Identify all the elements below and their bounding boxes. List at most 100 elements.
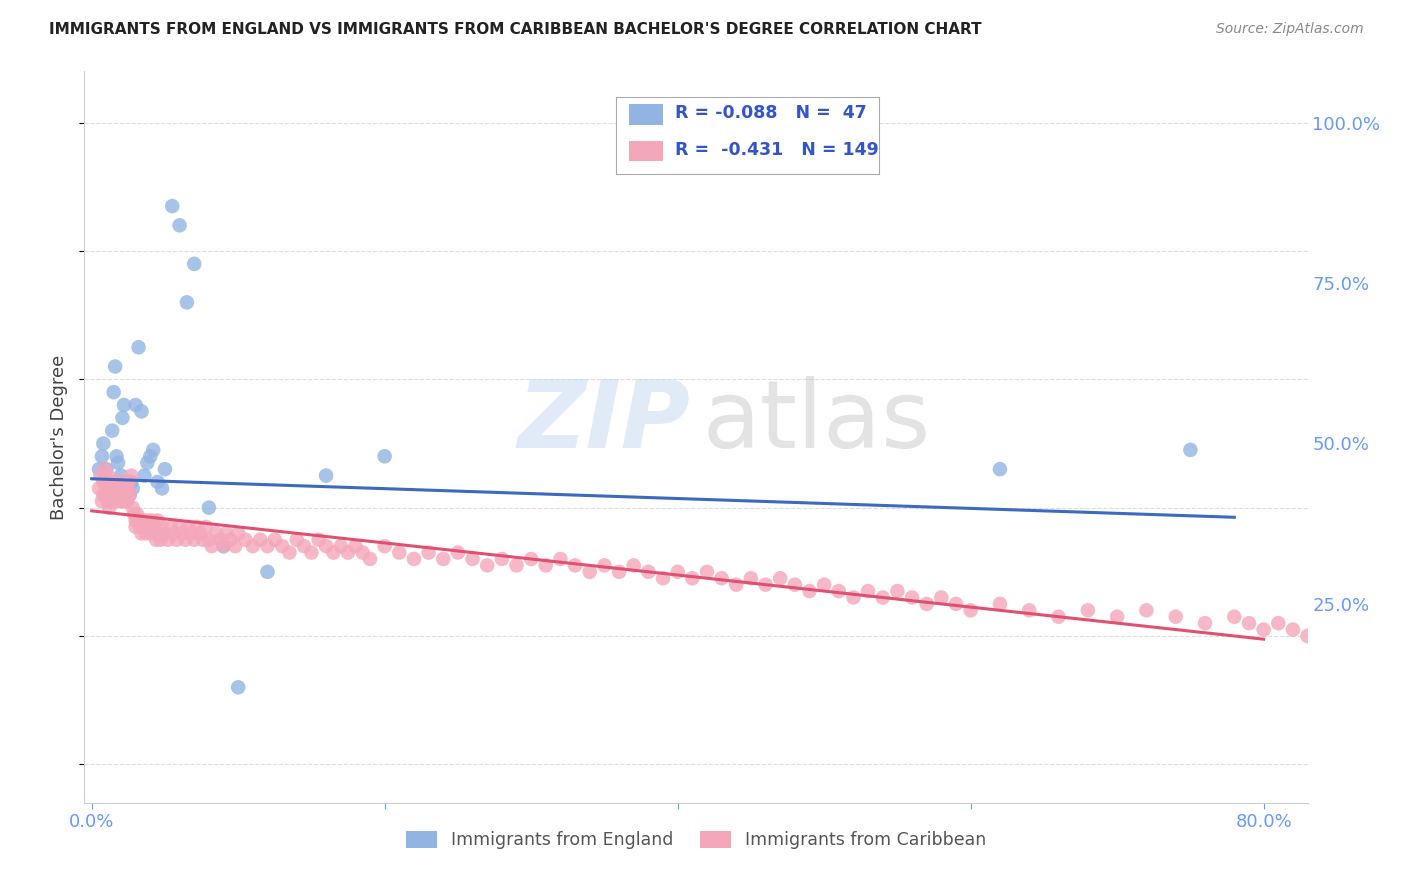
Point bbox=[550, 552, 572, 566]
Point bbox=[105, 488, 128, 502]
Point bbox=[901, 591, 924, 605]
Point bbox=[111, 488, 134, 502]
Point bbox=[931, 591, 953, 605]
Point bbox=[322, 545, 344, 559]
Point bbox=[799, 584, 821, 599]
Text: IMMIGRANTS FROM ENGLAND VS IMMIGRANTS FROM CARIBBEAN BACHELOR'S DEGREE CORRELATI: IMMIGRANTS FROM ENGLAND VS IMMIGRANTS FR… bbox=[49, 22, 981, 37]
Point bbox=[131, 404, 153, 418]
FancyBboxPatch shape bbox=[616, 97, 880, 174]
Point bbox=[103, 385, 125, 400]
Point bbox=[315, 468, 337, 483]
Point bbox=[769, 571, 792, 585]
Point bbox=[988, 597, 1011, 611]
Point bbox=[108, 482, 131, 496]
Point bbox=[107, 456, 129, 470]
Point bbox=[352, 545, 374, 559]
Point bbox=[1107, 609, 1129, 624]
Point bbox=[447, 545, 470, 559]
Point bbox=[945, 597, 967, 611]
Point bbox=[134, 520, 156, 534]
Point bbox=[828, 584, 851, 599]
Point bbox=[1296, 629, 1319, 643]
Point bbox=[180, 526, 202, 541]
Point bbox=[315, 539, 337, 553]
Point bbox=[124, 520, 146, 534]
Legend: Immigrants from England, Immigrants from Caribbean: Immigrants from England, Immigrants from… bbox=[399, 823, 993, 856]
Point bbox=[1253, 623, 1275, 637]
Point bbox=[117, 475, 139, 489]
Point bbox=[813, 577, 835, 591]
Point bbox=[107, 494, 129, 508]
Point bbox=[201, 539, 224, 553]
Point bbox=[183, 257, 205, 271]
Point bbox=[226, 681, 249, 695]
Point bbox=[1018, 603, 1040, 617]
Point bbox=[117, 475, 139, 489]
Point bbox=[754, 577, 776, 591]
Point bbox=[104, 494, 127, 508]
Point bbox=[121, 482, 143, 496]
Point bbox=[219, 533, 242, 547]
Point bbox=[1310, 623, 1333, 637]
Text: Source: ZipAtlas.com: Source: ZipAtlas.com bbox=[1216, 22, 1364, 37]
Point bbox=[1223, 609, 1246, 624]
Point bbox=[139, 450, 162, 464]
Point bbox=[212, 539, 235, 553]
Point bbox=[138, 520, 160, 534]
Point bbox=[93, 475, 115, 489]
Point bbox=[637, 565, 659, 579]
Point bbox=[988, 462, 1011, 476]
Point bbox=[114, 482, 136, 496]
Point bbox=[564, 558, 586, 573]
FancyBboxPatch shape bbox=[628, 141, 664, 161]
Point bbox=[308, 533, 330, 547]
Point bbox=[696, 565, 718, 579]
Text: R =  -0.431   N = 149: R = -0.431 N = 149 bbox=[675, 141, 879, 159]
Point bbox=[1164, 609, 1187, 624]
Point bbox=[278, 545, 301, 559]
Point bbox=[146, 514, 169, 528]
Point bbox=[124, 398, 146, 412]
Point bbox=[162, 199, 184, 213]
Point bbox=[249, 533, 271, 547]
Point bbox=[136, 514, 159, 528]
Point bbox=[97, 475, 120, 489]
Point bbox=[112, 475, 135, 489]
Point bbox=[520, 552, 543, 566]
Point bbox=[87, 462, 110, 476]
Point bbox=[491, 552, 513, 566]
Point bbox=[374, 539, 396, 553]
Point bbox=[145, 533, 167, 547]
Point bbox=[118, 488, 141, 502]
Point bbox=[159, 520, 181, 534]
Point bbox=[224, 539, 246, 553]
Point bbox=[205, 526, 228, 541]
Point bbox=[134, 468, 156, 483]
Point bbox=[842, 591, 865, 605]
Point bbox=[153, 462, 176, 476]
Point bbox=[115, 494, 138, 508]
Point bbox=[127, 507, 149, 521]
Point bbox=[101, 424, 124, 438]
Point bbox=[87, 482, 110, 496]
Point bbox=[461, 552, 484, 566]
Point bbox=[100, 482, 122, 496]
Point bbox=[91, 450, 114, 464]
Point bbox=[402, 552, 425, 566]
Point bbox=[337, 545, 360, 559]
Point bbox=[263, 533, 285, 547]
Point bbox=[477, 558, 499, 573]
Point bbox=[1077, 603, 1099, 617]
Point bbox=[534, 558, 557, 573]
Point bbox=[98, 488, 121, 502]
Point bbox=[101, 488, 124, 502]
Point bbox=[96, 475, 118, 489]
Point bbox=[114, 482, 136, 496]
Point bbox=[710, 571, 733, 585]
Point bbox=[104, 359, 127, 374]
Point bbox=[1237, 616, 1260, 631]
Point bbox=[872, 591, 894, 605]
Point bbox=[131, 526, 153, 541]
Point bbox=[97, 468, 120, 483]
Point bbox=[235, 533, 257, 547]
